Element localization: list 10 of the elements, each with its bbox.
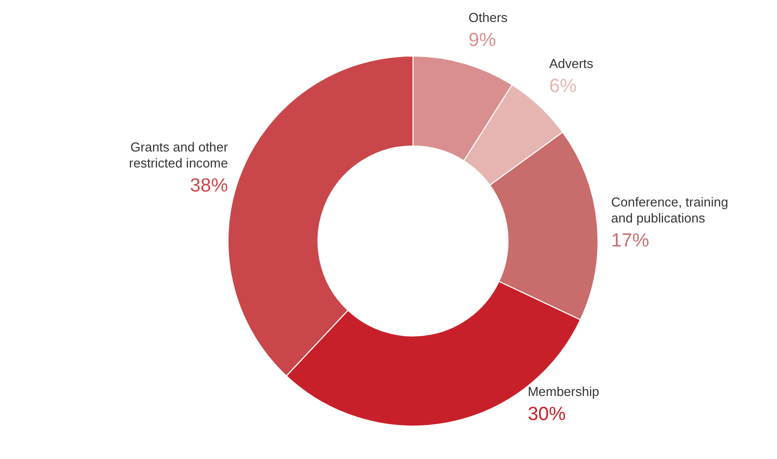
data-label: 30% xyxy=(528,404,566,425)
slice-label: Conference, training and publications xyxy=(611,194,728,226)
data-label: 38% xyxy=(190,176,228,197)
slice-label: Adverts xyxy=(549,56,594,71)
slice-label: Grants and other restricted income xyxy=(128,140,229,171)
data-label: 9% xyxy=(468,30,496,51)
data-label: 17% xyxy=(611,230,650,252)
data-label: 6% xyxy=(549,76,577,97)
slice-label: Membership xyxy=(528,384,600,399)
slice-label: Others xyxy=(468,10,508,25)
